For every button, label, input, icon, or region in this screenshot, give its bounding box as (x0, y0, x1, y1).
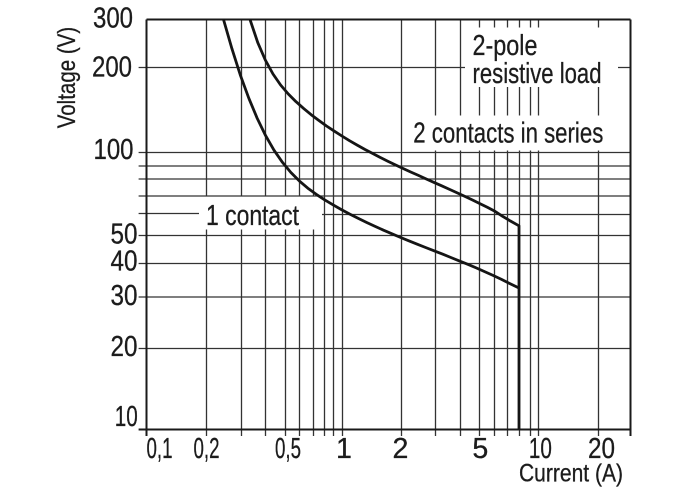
svg-text:0,5: 0,5 (275, 433, 301, 465)
svg-text:resistive load: resistive load (473, 58, 602, 90)
svg-text:10: 10 (529, 433, 552, 465)
svg-text:1 contact: 1 contact (206, 200, 299, 232)
svg-text:200: 200 (92, 52, 132, 84)
svg-text:20: 20 (588, 433, 615, 465)
svg-text:2 contacts in series: 2 contacts in series (413, 118, 603, 150)
svg-text:40: 40 (111, 245, 138, 277)
svg-text:Voltage (V): Voltage (V) (53, 27, 81, 129)
svg-text:Current (A): Current (A) (519, 460, 623, 488)
svg-text:5: 5 (472, 433, 488, 465)
svg-text:2-pole: 2-pole (473, 30, 538, 62)
svg-text:20: 20 (111, 331, 138, 363)
svg-text:300: 300 (93, 3, 133, 35)
svg-text:30: 30 (111, 280, 138, 312)
svg-text:0,2: 0,2 (194, 433, 220, 465)
svg-text:50: 50 (111, 218, 138, 250)
svg-text:2: 2 (393, 433, 409, 465)
svg-text:10: 10 (115, 401, 138, 433)
svg-text:1: 1 (336, 433, 352, 465)
svg-text:0,1: 0,1 (147, 433, 173, 465)
svg-text:100: 100 (94, 134, 134, 166)
